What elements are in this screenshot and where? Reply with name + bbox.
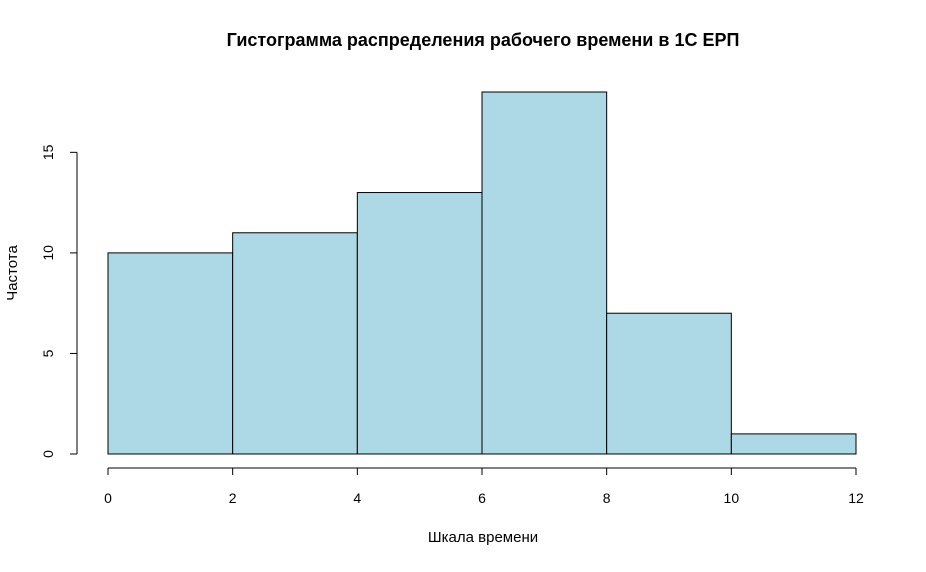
- histogram-bar-2: [356, 192, 483, 455]
- x-tick-label-1: 2: [229, 490, 237, 506]
- x-axis-label: Шкала времени: [428, 529, 538, 546]
- y-tick-label-3: 15: [40, 144, 56, 160]
- y-tick-label-1: 5: [40, 349, 56, 357]
- y-axis-label: Частота: [4, 245, 21, 301]
- histogram-bar-3: [481, 91, 608, 455]
- x-axis: 0 2 4 6 8 10 12: [104, 467, 864, 506]
- x-tick-label-4: 8: [603, 490, 611, 506]
- histogram-bar-0: [107, 252, 234, 455]
- histogram-bar-5: [730, 433, 857, 455]
- histogram-bar-1: [232, 232, 358, 455]
- chart-title: Гистограмма распределения рабочего време…: [227, 30, 740, 50]
- x-tick-label-6: 12: [848, 490, 864, 506]
- y-tick-label-2: 10: [40, 245, 56, 261]
- x-tick-label-0: 0: [104, 490, 112, 506]
- bars-group: [107, 91, 857, 455]
- histogram-bar-4: [606, 312, 732, 455]
- x-tick-label-3: 6: [478, 490, 486, 506]
- y-axis: 0 5 10 15: [40, 144, 78, 458]
- y-tick-label-0: 0: [40, 450, 56, 458]
- x-tick-label-2: 4: [353, 490, 361, 506]
- x-tick-label-5: 10: [724, 490, 740, 506]
